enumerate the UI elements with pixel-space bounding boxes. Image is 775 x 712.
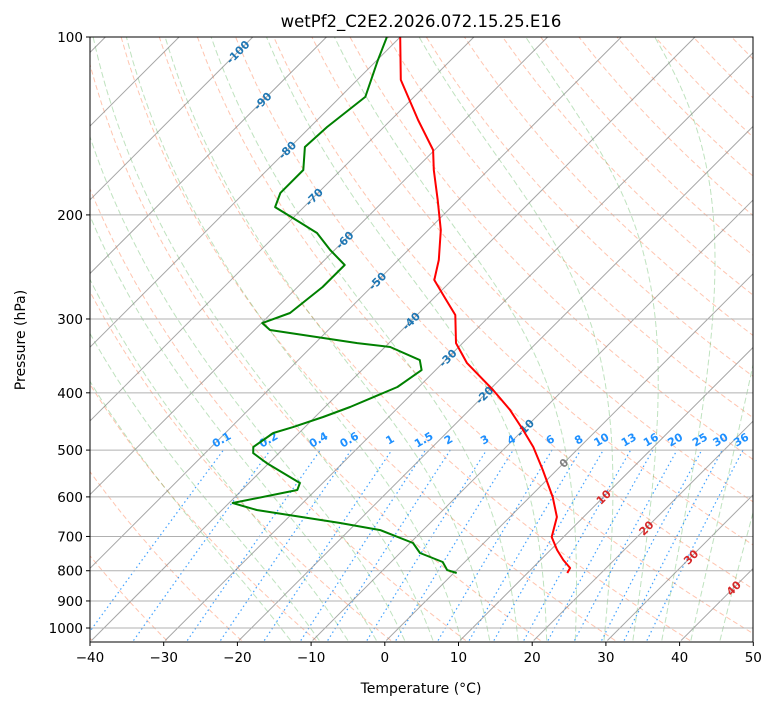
moist-adiabat	[211, 37, 518, 641]
mixing-ratio-line	[524, 450, 631, 640]
x-tick-label: 50	[745, 650, 762, 666]
moist-adiabat	[655, 37, 715, 641]
y-axis: 100 200 300 400 500 600 700 800 900 1000	[49, 30, 90, 637]
x-tick-label: 10	[450, 650, 467, 666]
mixing-ratio-label: 20	[665, 430, 685, 449]
dry-adiabat	[83, 37, 541, 641]
x-tick-label: 30	[597, 650, 614, 666]
x-tick-label: −40	[76, 650, 105, 666]
isotherm	[534, 37, 775, 641]
mixing-ratio-label: 16	[641, 430, 661, 449]
mixing-ratio-label: 3	[478, 432, 491, 447]
mixing-ratio-label: 25	[690, 431, 710, 450]
isotherm	[0, 37, 400, 641]
moist-adiabat	[720, 37, 775, 641]
x-tick-label: −30	[149, 650, 178, 666]
mixing-ratio-label: 36	[731, 430, 751, 449]
dry-adiabat	[274, 37, 775, 641]
x-axis: −40 −30 −20 −10 0 10 20 30 40 50	[76, 642, 762, 666]
dry-adiabat	[159, 37, 690, 641]
dry-adiabat	[0, 37, 316, 641]
mixing-ratio-label: 6	[544, 432, 557, 447]
isotherm	[755, 37, 775, 641]
mixing-ratio-label: 0.4	[307, 429, 331, 450]
mixing-ratio-line	[575, 450, 678, 640]
mixing-ratio-line	[83, 450, 223, 640]
mixing-ratio-line	[134, 450, 271, 640]
dry-adiabat	[579, 37, 775, 641]
dry-adiabat	[388, 37, 775, 641]
dry-adiabat	[693, 37, 775, 641]
moist-adiabat	[267, 37, 547, 641]
moist-adiabat	[0, 37, 291, 641]
x-tick-label: 20	[524, 650, 541, 666]
x-tick-label: −20	[223, 650, 252, 666]
y-tick-label: 700	[57, 529, 83, 545]
mixing-ratio-line	[367, 450, 487, 640]
y-tick-label: 1000	[49, 621, 83, 637]
mixing-ratio-line	[221, 450, 352, 640]
y-tick-label: 800	[57, 564, 83, 580]
dry-adiabat	[0, 37, 242, 641]
dry-adiabat	[426, 37, 775, 641]
y-tick-label: 200	[57, 208, 83, 224]
y-tick-label: 400	[57, 386, 83, 402]
mixing-ratio-line	[624, 450, 722, 640]
isotherm	[681, 37, 775, 641]
y-tick-label: 300	[57, 312, 83, 328]
moist-adiabat	[0, 37, 319, 641]
mixing-ratio-label: 8	[572, 432, 585, 447]
isotherm	[18, 37, 622, 641]
mixing-ratio-label: 2	[442, 432, 455, 447]
mixing-ratio-label: 1	[383, 432, 396, 447]
moist-adiabat	[64, 37, 405, 641]
isotherm	[0, 37, 327, 641]
isotherm	[0, 37, 253, 641]
isotherm	[386, 37, 775, 641]
dry-adiabat	[655, 37, 775, 641]
mixing-ratio-label: 13	[619, 431, 639, 450]
isotherm	[460, 37, 775, 641]
isotherm-label: -100	[224, 38, 253, 67]
x-tick-label: −10	[297, 650, 326, 666]
isotherm	[91, 37, 695, 641]
y-tick-label: 600	[57, 490, 83, 506]
x-axis-label: Temperature (°C)	[360, 681, 482, 697]
mixing-ratio-label: 10	[592, 430, 612, 449]
moist-adiabat	[126, 37, 461, 641]
chart-title: wetPf2_C2E2.2026.072.15.25.E16	[281, 12, 562, 32]
y-tick-label: 900	[57, 594, 83, 610]
y-axis-label: Pressure (hPa)	[13, 290, 29, 390]
mixing-ratio-line	[328, 450, 451, 640]
dry-adiabat	[197, 37, 764, 641]
x-tick-label: 40	[671, 650, 688, 666]
isotherm-label: -80	[276, 138, 299, 161]
profiles	[233, 37, 570, 573]
moist-adiabat	[93, 37, 433, 641]
background-lines	[0, 37, 775, 641]
y-tick-label: 100	[57, 30, 83, 46]
y-tick-label: 500	[57, 443, 83, 459]
dry-adiabat	[770, 37, 775, 641]
mixing-ratio-label: 0.1	[210, 429, 233, 450]
x-tick-label: 0	[381, 650, 390, 666]
moist-adiabat	[419, 37, 613, 641]
dry-adiabat	[464, 37, 775, 641]
dry-adiabat	[312, 37, 775, 641]
